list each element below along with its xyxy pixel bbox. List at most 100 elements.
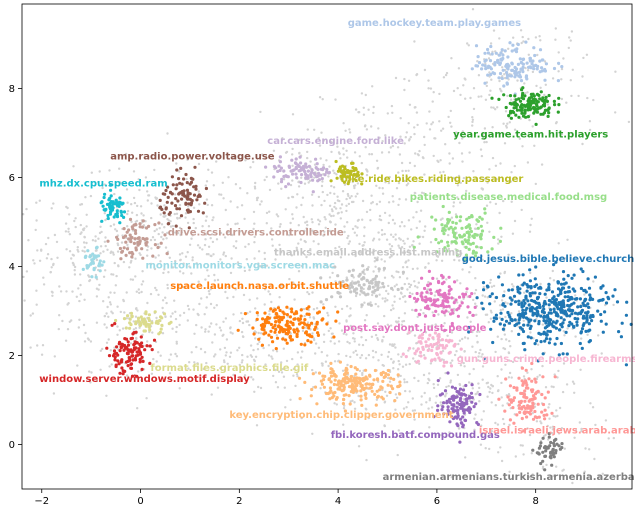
background-point	[275, 350, 279, 353]
background-point	[342, 147, 345, 150]
background-point	[423, 229, 426, 232]
background-point	[578, 421, 581, 424]
background-point	[135, 290, 138, 293]
background-point	[338, 199, 341, 203]
data-point	[537, 415, 541, 419]
data-point	[447, 397, 452, 401]
data-point	[588, 298, 592, 302]
data-point	[533, 277, 537, 281]
background-point	[138, 326, 141, 329]
background-point	[358, 293, 362, 296]
data-point	[434, 218, 438, 222]
data-point	[559, 289, 563, 293]
data-point	[142, 329, 146, 333]
background-point	[73, 240, 76, 243]
background-point	[219, 367, 222, 370]
data-point	[455, 215, 459, 219]
background-point	[376, 337, 379, 340]
background-point	[328, 229, 331, 233]
data-point	[533, 377, 537, 381]
background-point	[294, 263, 297, 267]
background-point	[475, 313, 478, 316]
background-point	[426, 381, 429, 385]
background-point	[543, 60, 547, 63]
background-point	[322, 234, 325, 237]
data-point	[275, 336, 280, 340]
background-point	[61, 319, 64, 323]
cluster-format	[114, 310, 173, 336]
data-point	[277, 330, 282, 334]
background-point	[369, 208, 372, 212]
data-point	[561, 301, 566, 305]
background-point	[195, 323, 198, 327]
background-point	[519, 29, 523, 32]
background-point	[362, 106, 365, 110]
background-point	[351, 399, 354, 402]
data-point	[477, 61, 482, 65]
data-point	[352, 281, 357, 285]
background-point	[445, 385, 448, 389]
background-point	[413, 132, 416, 136]
background-point	[476, 390, 479, 394]
background-point	[419, 329, 422, 332]
data-point	[565, 352, 569, 356]
data-point	[448, 400, 452, 404]
data-point	[278, 160, 282, 164]
data-point	[174, 197, 178, 201]
data-point	[428, 282, 432, 286]
background-point	[289, 221, 292, 225]
data-point	[458, 304, 462, 308]
data-point	[441, 343, 445, 348]
data-point	[163, 233, 167, 237]
background-point	[583, 293, 586, 296]
background-point	[353, 186, 356, 190]
data-point	[184, 172, 188, 177]
data-point	[344, 375, 348, 379]
background-point	[425, 401, 428, 404]
background-point	[153, 238, 157, 242]
data-point	[257, 337, 261, 341]
background-point	[535, 420, 539, 423]
data-point	[458, 392, 462, 396]
data-point	[520, 407, 524, 411]
data-point	[150, 348, 154, 352]
data-point	[597, 299, 601, 303]
background-point	[318, 96, 322, 99]
background-point	[566, 238, 569, 241]
background-point	[441, 217, 444, 220]
background-point	[130, 203, 133, 206]
background-point	[403, 378, 406, 381]
background-point	[356, 192, 359, 195]
background-point	[198, 246, 202, 249]
background-point	[457, 67, 461, 70]
data-point	[134, 246, 138, 250]
data-point	[186, 208, 190, 212]
data-point	[122, 210, 127, 214]
data-point	[550, 411, 554, 415]
background-point	[181, 252, 184, 255]
background-point	[284, 406, 287, 409]
data-point	[389, 384, 393, 388]
background-point	[380, 258, 383, 261]
background-point	[341, 369, 345, 372]
background-point	[70, 319, 73, 322]
data-point	[194, 187, 198, 191]
data-point	[196, 209, 201, 213]
data-point	[482, 288, 486, 292]
data-point	[489, 72, 493, 77]
data-point	[90, 275, 94, 279]
data-point	[170, 201, 174, 205]
data-point	[128, 251, 132, 255]
background-point	[221, 334, 224, 337]
background-point	[494, 404, 497, 407]
background-point	[480, 355, 483, 358]
background-point	[499, 355, 503, 358]
data-point	[521, 65, 525, 69]
background-point	[604, 303, 607, 307]
data-point	[465, 287, 469, 291]
background-point	[88, 379, 91, 382]
background-point	[343, 183, 347, 186]
data-point	[541, 375, 545, 379]
background-point	[103, 323, 106, 326]
data-point	[339, 283, 343, 287]
